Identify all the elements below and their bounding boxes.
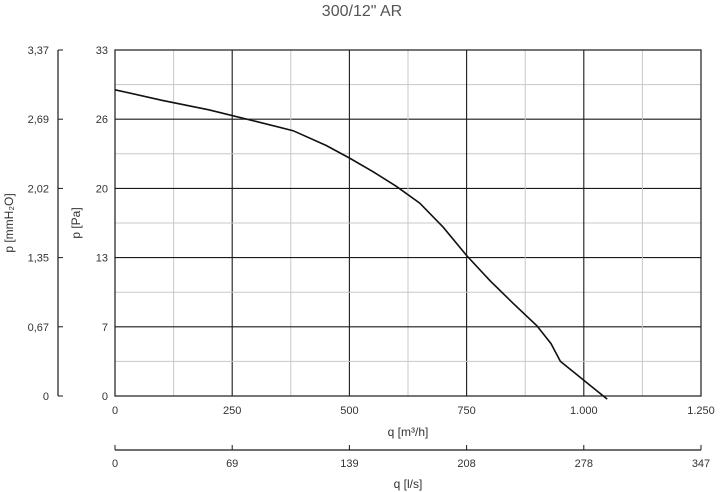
x2-tick-label: 208 <box>457 458 475 470</box>
x2-tick-label: 69 <box>226 458 238 470</box>
y-axis-pa: 0 7 13 20 26 33 <box>96 45 108 403</box>
y-tick-label: 26 <box>96 114 108 126</box>
y-axis-mmh2o: 0 0,67 1,35 2,02 2,69 3,37 <box>28 45 63 403</box>
chart-title: 300/12" AR <box>322 3 402 20</box>
plot-frame <box>114 49 702 397</box>
x-tick-label: 250 <box>223 405 241 417</box>
y2-tick-label: 0 <box>43 391 49 403</box>
x-tick-label: 500 <box>340 405 358 417</box>
x-axis-ls: 0 69 139 208 278 347 <box>112 445 710 470</box>
y-tick-label: 13 <box>96 253 108 265</box>
x-tick-label: 1.250 <box>687 405 715 417</box>
y2-tick-label: 1,35 <box>28 253 49 265</box>
y2-tick-label: 2,69 <box>28 114 49 126</box>
y-axis-pa-label: p [Pa] <box>69 207 83 238</box>
y-tick-label: 33 <box>96 45 108 57</box>
y2-tick-label: 0,67 <box>28 322 49 334</box>
series-line <box>114 89 608 400</box>
y-axis-mmh2o-label: p [mmH₂O] <box>2 193 16 252</box>
y2-tick-label: 2,02 <box>28 183 49 195</box>
x2-tick-label: 139 <box>340 458 358 470</box>
grid <box>115 50 701 396</box>
y2-tick-label: 3,37 <box>28 45 49 57</box>
x2-tick-label: 0 <box>112 458 118 470</box>
x-tick-label: 1.000 <box>570 405 598 417</box>
x-tick-label: 0 <box>112 405 118 417</box>
y-tick-label: 0 <box>102 391 108 403</box>
x2-tick-label: 347 <box>692 458 710 470</box>
y-tick-label: 7 <box>102 322 108 334</box>
x-axis-m3h-label: q [m³/h] <box>388 425 429 439</box>
x-axis-ls-label: q [l/s] <box>394 477 423 491</box>
x2-tick-label: 278 <box>575 458 593 470</box>
x-tick-label: 750 <box>457 405 475 417</box>
y-tick-label: 20 <box>96 183 108 195</box>
x-axis-m3h: 0 250 500 750 1.000 1.250 <box>112 405 715 417</box>
